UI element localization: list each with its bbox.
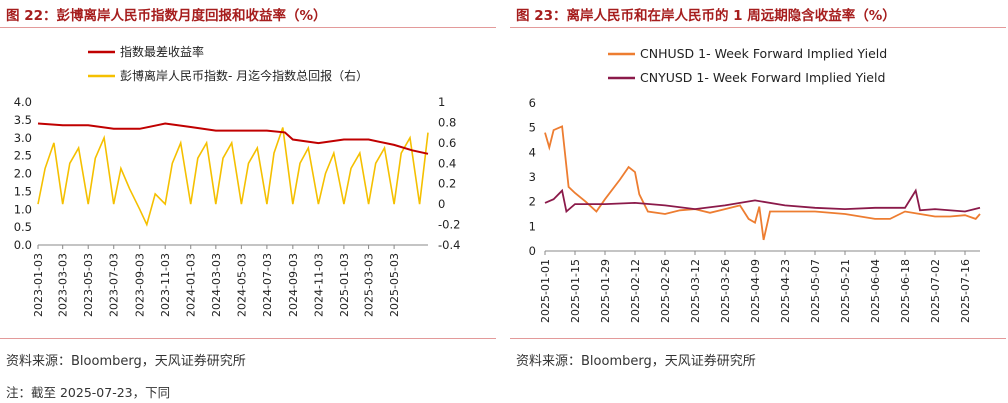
left-x-tick-label: 2024-03-03 — [210, 253, 223, 317]
right-source-text: 资料来源：Bloomberg，天风证券研究所 — [516, 354, 756, 369]
left-source-text: 资料来源：Bloomberg，天风证券研究所 — [6, 354, 246, 369]
left-y-tick-label: 2.5 — [14, 149, 32, 163]
left-chart-panel: 图 22：彭博离岸人民币指数月度回报和收益率（%） 0.0 0.5 1.0 1.5 2.… — [0, 0, 496, 403]
left-series-return-line — [37, 127, 429, 227]
right-y-tick-label: 1 — [438, 95, 445, 109]
left-series-yield-line — [37, 122, 429, 155]
left-x-tick-label: 2023-03-03 — [57, 253, 70, 317]
right-x-tick-label: 2025-07-02 — [929, 259, 942, 323]
left-legend-yield-label: 指数最差收益率 — [120, 44, 204, 59]
right-title-rule — [510, 27, 1006, 28]
left-y-tick-label: 3.0 — [14, 131, 32, 145]
left-legend-return-label: 彭博离岸人民币指数- 月迄今指数总回报（右） — [120, 68, 368, 83]
left-x-tick-label: 2024-05-03 — [235, 253, 248, 317]
left-x-tick-label: 2024-11-03 — [312, 253, 325, 317]
left-x-tick-label: 2024-07-03 — [261, 253, 274, 317]
right-chart-panel: 图 23：离岸人民币和在岸人民币的 1 周远期隐含收益率（%） 0 1 2 3 4 5 6 2… — [510, 0, 1006, 403]
left-x-tick-label: 2023-05-03 — [82, 253, 95, 317]
left-x-tick-label: 2025-05-03 — [388, 253, 401, 317]
left-y-tick-label: 4.0 — [14, 95, 32, 109]
left-x-tick-label: 2024-09-03 — [287, 253, 300, 317]
right-x-tick-label: 2025-01-29 — [599, 259, 612, 323]
right-x-tick-label: 2025-07-16 — [959, 259, 972, 323]
right-x-tick-label: 2025-06-18 — [899, 259, 912, 323]
right-x-tick-label: 2025-06-04 — [869, 259, 882, 323]
right-chart-title: 图 23：离岸人民币和在岸人民币的 1 周远期隐含收益率（%） — [516, 8, 896, 24]
right-y-tick-label: 0.4 — [438, 156, 456, 170]
right-x-tick-label: 2025-02-12 — [629, 259, 642, 323]
right-x-tick-label: 2025-05-21 — [839, 259, 852, 323]
left-x-tick-label: 2023-09-03 — [134, 253, 147, 317]
left-title-rule — [0, 27, 496, 28]
right-x-tick-label: 2025-01-15 — [569, 259, 582, 323]
left-y-tick-label: 3.5 — [14, 113, 32, 127]
right-chart-y-tick-label: 5 — [529, 121, 536, 135]
right-x-tick-label: 2025-04-09 — [749, 259, 762, 323]
left-x-tick-label: 2023-01-03 — [32, 253, 45, 317]
right-series-cny-line — [544, 188, 981, 214]
left-x-tick-label: 2025-01-03 — [338, 253, 351, 317]
left-y-tick-label: 0.0 — [14, 238, 32, 252]
right-x-tick-label: 2025-05-07 — [809, 259, 822, 323]
right-y-tick-label: 0 — [438, 197, 445, 211]
left-y-tick-label: 1.5 — [14, 184, 32, 198]
left-chart-svg: 0.0 0.5 1.0 1.5 2.0 2.5 3.0 3.5 4.0 1 0.8 0.6 0.4 0.2… — [14, 44, 461, 317]
right-y-tick-label: -0.4 — [438, 238, 460, 252]
left-chart-title: 图 22：彭博离岸人民币指数月度回报和收益率（%） — [6, 8, 327, 24]
left-x-tick-label: 2024-01-03 — [185, 253, 198, 317]
left-note-text: 注：截至 2025-07-23，下同 — [6, 385, 171, 400]
right-chart-y-tick-label: 2 — [529, 195, 536, 209]
right-legend-cnh-label: CNHUSD 1- Week Forward Implied Yield — [640, 46, 887, 61]
right-chart-y-tick-label: 6 — [529, 96, 536, 110]
right-y-tick-label: -0.2 — [438, 218, 460, 232]
right-chart-svg: 0 1 2 3 4 5 6 2025-01-01 2025-01-15 2025-01-29 202… — [529, 46, 981, 323]
right-series-cnh-line — [544, 125, 981, 241]
right-y-tick-label: 0.8 — [438, 115, 456, 129]
left-x-tick-label: 2025-03-03 — [363, 253, 376, 317]
right-legend-cny-label: CNYUSD 1- Week Forward Implied Yield — [640, 70, 885, 85]
left-y-tick-label: 1.0 — [14, 202, 32, 216]
right-x-tick-label: 2025-02-26 — [659, 259, 672, 323]
left-x-tick-label: 2023-07-03 — [108, 253, 121, 317]
right-x-tick-label: 2025-01-01 — [539, 259, 552, 323]
right-x-tick-label: 2025-04-23 — [779, 259, 792, 323]
left-source-rule — [0, 338, 496, 339]
right-source-rule — [510, 338, 1006, 339]
right-y-tick-label: 0.2 — [438, 177, 456, 191]
right-chart-y-tick-label: 0 — [529, 244, 536, 258]
right-chart-y-tick-label: 3 — [529, 170, 536, 184]
right-x-tick-label: 2025-03-12 — [689, 259, 702, 323]
right-chart-y-tick-label: 1 — [529, 219, 536, 233]
right-y-tick-label: 0.6 — [438, 136, 456, 150]
right-chart-y-tick-label: 4 — [529, 145, 536, 159]
left-x-tick-label: 2023-11-03 — [159, 253, 172, 317]
left-y-tick-label: 2.0 — [14, 167, 32, 181]
right-x-tick-label: 2025-03-26 — [719, 259, 732, 323]
left-y-tick-label: 0.5 — [14, 220, 32, 234]
